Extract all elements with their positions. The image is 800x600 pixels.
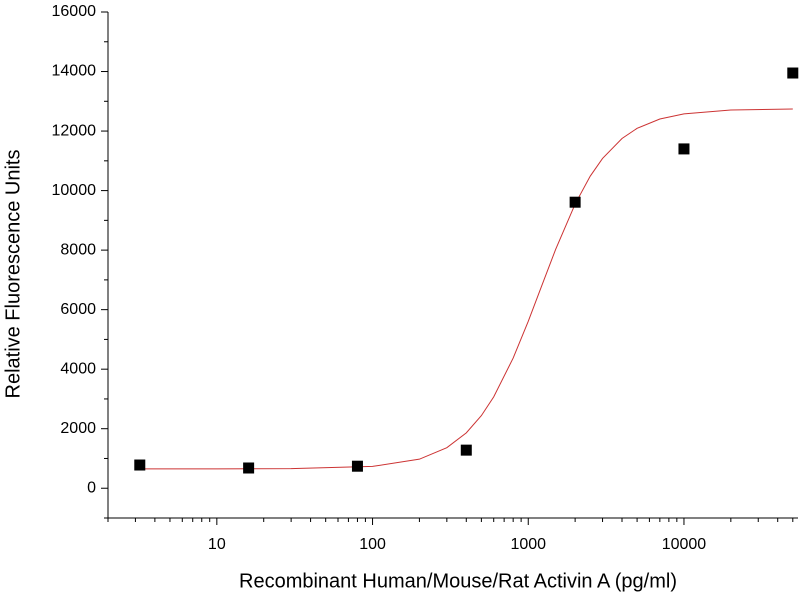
data-point: [460, 444, 472, 456]
x-tick-label: 10000: [662, 536, 707, 553]
y-tick-label: 8000: [60, 241, 96, 258]
data-point: [569, 196, 581, 208]
data-point: [243, 462, 255, 474]
data-point: [134, 459, 146, 471]
y-tick-label: 14000: [52, 63, 97, 80]
y-tick-label: 12000: [52, 122, 97, 139]
data-point: [351, 460, 363, 472]
fit-curve: [135, 108, 793, 470]
x-axis-title: Recombinant Human/Mouse/Rat Activin A (p…: [239, 570, 677, 592]
y-tick-label: 2000: [60, 420, 96, 437]
y-tick-label: 16000: [52, 3, 97, 20]
x-tick-label: 10: [208, 536, 226, 553]
y-axis-title: Relative Fluorescence Units: [2, 150, 24, 399]
data-point: [787, 67, 799, 79]
y-tick-label: 6000: [60, 301, 96, 318]
x-tick-label: 1000: [510, 536, 546, 553]
x-tick-label: 100: [359, 536, 386, 553]
data-point: [678, 143, 690, 155]
y-tick-label: 10000: [52, 182, 97, 199]
y-tick-label: 0: [87, 479, 96, 496]
y-tick-label: 4000: [60, 360, 96, 377]
